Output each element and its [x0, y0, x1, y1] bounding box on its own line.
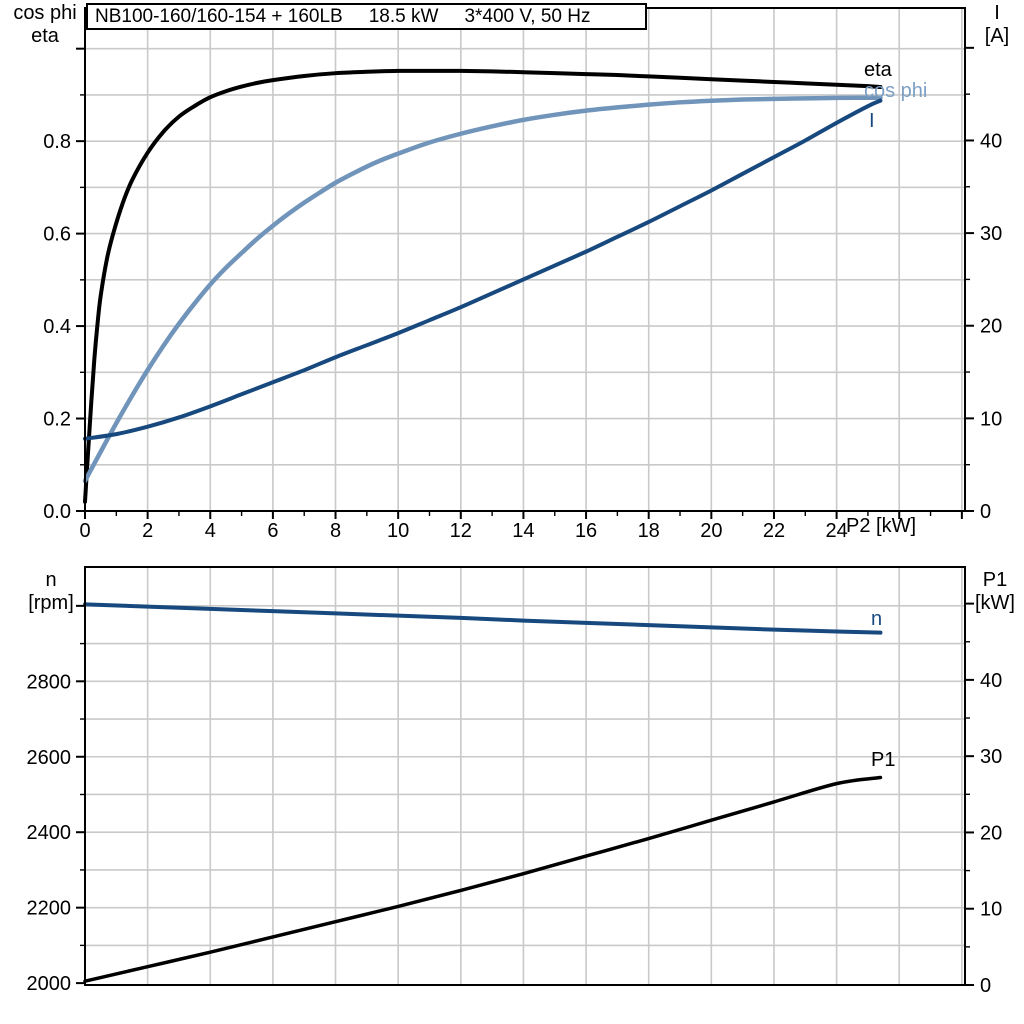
top-right-axis-label: I [A]: [974, 2, 1020, 48]
tick-label-x: 12: [450, 520, 472, 542]
curve-label-current: I: [869, 110, 875, 132]
bottom-right-axis-label: P1 [kW]: [968, 569, 1022, 615]
tick-label-y-right: 40: [980, 130, 1002, 152]
curve-label-eta: eta: [864, 59, 893, 81]
tick-label-y-left: 2000: [27, 973, 72, 995]
tick-label-y-left: 0.4: [43, 316, 71, 338]
tick-label-y-right: 0: [980, 501, 991, 523]
chart-title-box: NB100-160/160-154 + 160LB 18.5 kW 3*400 …: [86, 3, 647, 30]
curve-current: [83, 98, 883, 441]
tick-label-y-left: 0.8: [43, 131, 71, 153]
tick-label-y-left: 2400: [27, 822, 72, 844]
pump-model-label: NB100-160/160-154 + 160LB: [95, 5, 343, 27]
tick-label-x: 4: [205, 520, 216, 542]
tick-label-x: 16: [575, 520, 597, 542]
axis-unit-kw: [kW]: [975, 592, 1015, 614]
tick-label-x: 24: [825, 520, 847, 542]
tick-label-y-right: 20: [980, 822, 1002, 844]
tick-label-y-left: 0.2: [43, 409, 71, 431]
tick-label-y-right: 10: [980, 899, 1002, 921]
supply-voltage-label: 3*400 V, 50 Hz: [464, 5, 591, 27]
top-left-axis-label: cos phi eta: [4, 2, 86, 48]
tick-label-y-right: 0: [980, 975, 991, 997]
bottom-left-axis-label: n [rpm]: [16, 569, 86, 615]
tick-label-y-right: 20: [980, 316, 1002, 338]
axis-label-cos-phi: cos phi: [13, 2, 77, 24]
tick-label-y-left: 2600: [27, 747, 72, 769]
curve-cos-phi: [82, 95, 883, 484]
rated-power-label: 18.5 kW: [368, 5, 439, 27]
axis-label-eta: eta: [31, 25, 59, 47]
tick-label-x: 2: [142, 520, 153, 542]
curve-label-cos-phi: cos phi: [864, 80, 927, 102]
tick-label-x: 10: [387, 520, 409, 542]
curve-eta: [83, 68, 883, 504]
axis-unit-ampere: [A]: [984, 25, 1010, 47]
curve-label-p1-power: P1: [871, 749, 895, 771]
curve-speed: [83, 602, 883, 635]
tick-label-y-right: 30: [980, 746, 1002, 768]
tick-label-y-right: 30: [980, 223, 1002, 245]
tick-label-y-left: 0.0: [43, 501, 71, 523]
tick-label-y-right: 10: [980, 408, 1002, 430]
tick-label-x: 22: [763, 520, 785, 542]
axis-label-current: I: [994, 2, 1000, 24]
plot-frame: [84, 566, 966, 986]
tick-label-x: 18: [638, 520, 660, 542]
tick-label-x: 20: [700, 520, 722, 542]
tick-label-y-left: 2800: [27, 671, 72, 693]
axis-label-p1: P1: [982, 569, 1008, 591]
tick-label-x: 6: [267, 520, 278, 542]
tick-label-x: 14: [512, 520, 534, 542]
axis-unit-rpm: [rpm]: [28, 592, 74, 614]
tick-label-y-left: 2200: [27, 898, 72, 920]
curve-label-speed: n: [871, 608, 882, 630]
tick-label-x: 0: [79, 520, 90, 542]
tick-label-y-left: 0.6: [43, 224, 71, 246]
axis-label-speed: n: [45, 569, 57, 591]
tick-label-x: 8: [330, 520, 341, 542]
x-axis-label-p2: P2 [kW]: [846, 515, 917, 537]
tick-label-y-right: 40: [980, 670, 1002, 692]
curve-p1-power: [83, 775, 883, 983]
